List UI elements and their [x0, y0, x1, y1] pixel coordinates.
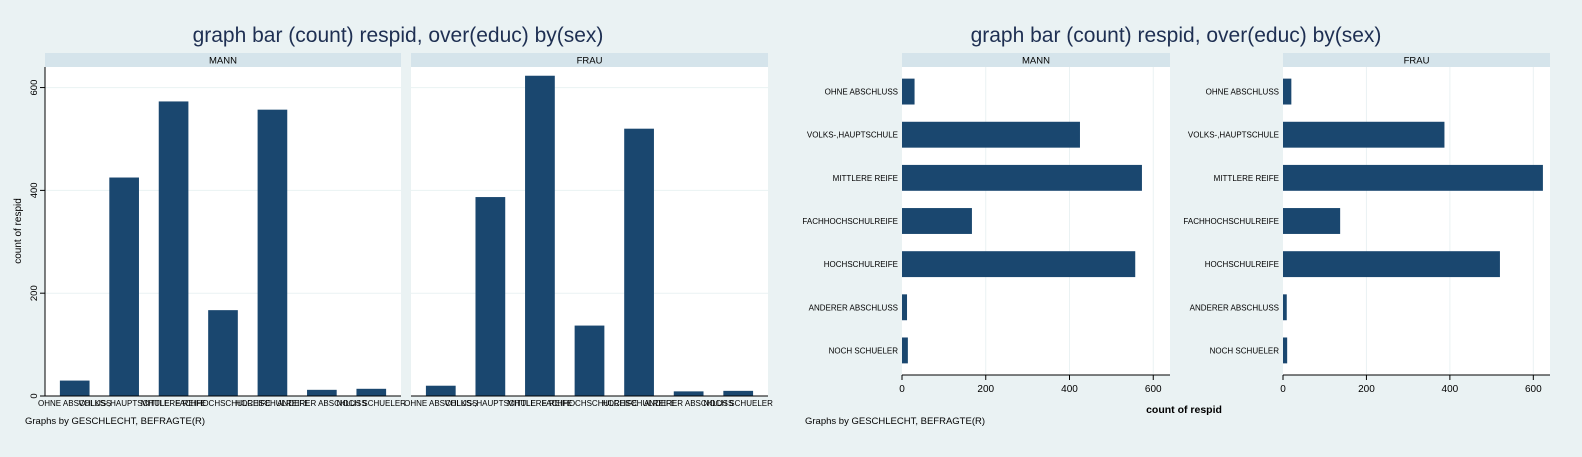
bar-mann-noch-schueler [356, 388, 387, 396]
category-label: VOLKS-,HAUPTSCHULE [807, 131, 898, 140]
x-tick-label: OHNE ABSCHLUSS [38, 399, 111, 408]
x-tick-label: 600 [1525, 384, 1542, 395]
category-label: MITTLERE REIFE [833, 174, 898, 183]
chart-1-note: Graphs by GESCHLECHT, BEFRAGTE(R) [25, 416, 205, 427]
panel-label-mann: MANN [209, 56, 237, 67]
x-tick-label: VOLKS-,HAUPTSCHULE [79, 399, 170, 408]
bar-mann-ohne-abschluss [902, 78, 915, 105]
bar-frau-hochschulreife [1283, 251, 1500, 278]
bar-mann-volks-hauptschule [902, 121, 1080, 148]
panel-header-bg [45, 53, 401, 67]
x-tick-label: 0 [899, 384, 905, 395]
panel-header-bg [1283, 53, 1550, 67]
x-tick-label: 200 [977, 384, 994, 395]
chart-2-x-axis-label: count of respid [1146, 404, 1222, 416]
bar-frau-anderer-abschluss [1283, 294, 1287, 321]
bar-mann-fachhochschulreife [902, 208, 972, 234]
x-tick-label: 600 [1145, 384, 1162, 395]
x-tick-label: MITTLERE REIFE [141, 399, 206, 408]
bar-frau-ohne-abschluss [1283, 78, 1292, 105]
category-label: NOCH SCHUELER [829, 346, 899, 355]
category-label: OHNE ABSCHLUSS [825, 88, 898, 97]
bar-mann-fachhochschulreife [208, 310, 238, 396]
x-tick-label: ANDERER ABSCHLUSS [277, 399, 366, 408]
chart-2-plot: MANN OHNE ABSCHLUSS VOLKS-,HAUPTSCHULE MITT… [802, 53, 1550, 395]
x-tick-label: VOLKS-,HAUPTSCHULE [445, 399, 536, 408]
category-label: HOCHSCHULREIFE [1205, 260, 1279, 269]
x-tick-label: MITTLERE REIFE [507, 399, 572, 408]
x-tick-label: 400 [1442, 384, 1459, 395]
bar-mann-anderer-abschluss [307, 389, 337, 396]
x-tick-label: NOCH SCHUELER [704, 399, 774, 408]
x-tick-label: HOCHSCHULREIFE [235, 399, 309, 408]
category-label: FACHHOCHSCHULREIFE [802, 217, 898, 226]
category-label: ANDERER ABSCHLUSS [809, 303, 898, 312]
y-tick-label: 200 [29, 285, 40, 301]
category-label: MITTLERE REIFE [1214, 174, 1279, 183]
y-tick-label: 0 [29, 393, 40, 398]
bar-frau-anderer-abschluss [673, 391, 704, 396]
x-tick-label: 400 [1061, 384, 1078, 395]
category-label: NOCH SCHUELER [1210, 346, 1280, 355]
bar-frau-fachhochschulreife [1283, 208, 1341, 234]
x-tick-label: 0 [1280, 384, 1286, 395]
bar-mann-volks-hauptschule [109, 177, 139, 396]
bar-frau-noch-schueler [723, 390, 754, 396]
x-tick-label: FACHHOCHSCHULREIFE [542, 399, 638, 408]
panel-label-frau: FRAU [1404, 56, 1430, 67]
chart-1-y-axis-label: count of respid [13, 198, 24, 264]
x-tick-label: ANDERER ABSCHLUSS [644, 399, 733, 408]
chart-2-title: graph bar (count) respid, over(educ) by(… [971, 24, 1382, 47]
bar-mann-hochschulreife [257, 109, 288, 397]
x-tick-label: FACHHOCHSCHULREIFE [175, 399, 271, 408]
bar-mann-noch-schueler [902, 337, 908, 364]
panel-label-frau: FRAU [577, 56, 603, 67]
x-tick-label: OHNE ABSCHLUSS [404, 399, 477, 408]
bar-frau-fachhochschulreife [574, 325, 605, 396]
bar-frau-hochschulreife [624, 128, 654, 396]
x-tick-label: 200 [1358, 384, 1375, 395]
category-label: HOCHSCHULREIFE [824, 260, 898, 269]
bar-mann-mittlere-reife [902, 164, 1142, 191]
bar-frau-noch-schueler [1283, 337, 1288, 364]
bar-mann-mittlere-reife [158, 101, 189, 396]
category-label: FACHHOCHSCHULREIFE [1183, 217, 1279, 226]
bar-frau-mittlere-reife [525, 75, 555, 396]
bar-mann-anderer-abschluss [902, 294, 908, 321]
bar-mann-hochschulreife [902, 251, 1136, 278]
panel-header-bg [902, 53, 1170, 67]
bar-frau-volks-hauptschule [1283, 121, 1445, 148]
bar-mann-ohne-abschluss [59, 380, 90, 396]
bar-frau-ohne-abschluss [425, 385, 456, 396]
x-tick-label: HOCHSCHULREIFE [602, 399, 676, 408]
bar-frau-volks-hauptschule [475, 197, 506, 396]
category-label: OHNE ABSCHLUSS [1206, 88, 1279, 97]
x-tick-label: NOCH SCHUELER [337, 399, 407, 408]
bar-frau-mittlere-reife [1283, 164, 1543, 191]
y-tick-label: 400 [29, 182, 40, 198]
chart-2-note: Graphs by GESCHLECHT, BEFRAGTE(R) [805, 416, 985, 427]
panel-header-bg [411, 53, 768, 67]
panel-label-mann: MANN [1022, 56, 1050, 67]
y-tick-label: 600 [29, 80, 40, 96]
category-label: VOLKS-,HAUPTSCHULE [1188, 131, 1279, 140]
category-label: ANDERER ABSCHLUSS [1190, 303, 1279, 312]
chart-1-title: graph bar (count) respid, over(educ) by(… [193, 24, 604, 47]
